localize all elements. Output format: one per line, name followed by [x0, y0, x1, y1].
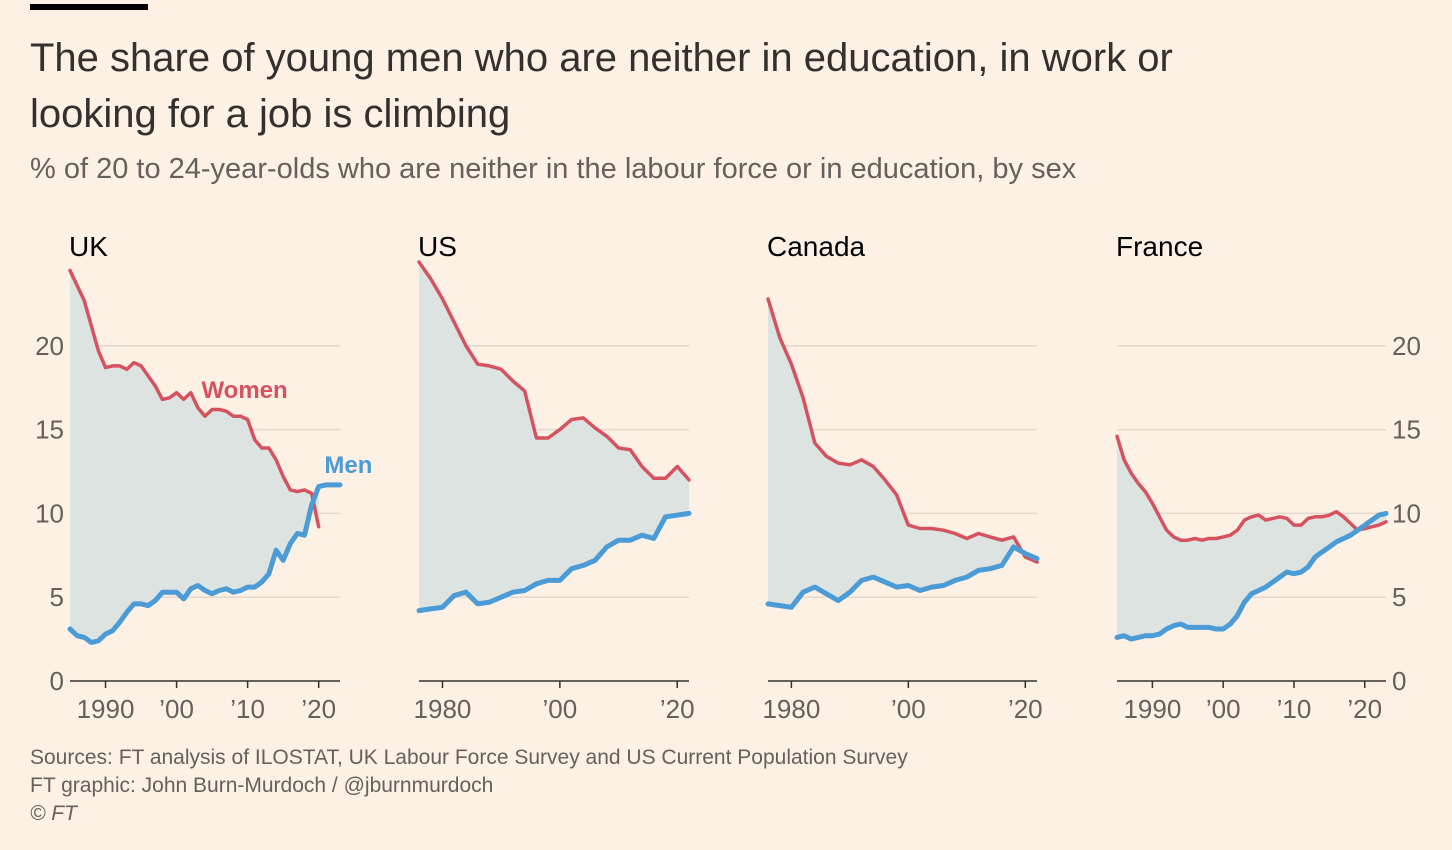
series-line-men-france — [1114, 510, 1389, 642]
x-tick-label-uk-1990: 1990 — [77, 694, 135, 724]
panel-title-uk: UK — [69, 231, 108, 262]
series-line-women-france — [1115, 434, 1388, 542]
copyright: © FT — [30, 802, 77, 825]
annotation-men: Men — [324, 452, 372, 479]
x-tick-label-france-1990: 1990 — [1123, 694, 1181, 724]
x-tick-label-us-2000: ’00 — [543, 694, 578, 724]
x-tick-label-canada-2000: ’00 — [891, 694, 926, 724]
y-tick-label-uk-0: 0 — [50, 666, 64, 696]
series-line-men-us — [416, 510, 692, 614]
chart-title: The share of young men who are neither i… — [30, 36, 1173, 136]
y-tick-label-france-15: 15 — [1392, 415, 1421, 445]
graphic-credit: FT graphic: John Burn-Murdoch / @jburnmu… — [30, 774, 494, 797]
annotation-women: Women — [201, 377, 287, 404]
series-line-men-canada — [765, 544, 1040, 610]
series-line-women-canada — [766, 297, 1039, 564]
x-tick-label-france-2000: ’00 — [1206, 694, 1241, 724]
x-tick-label-us-2020: ’20 — [660, 694, 695, 724]
x-tick-label-canada-1980: 1980 — [762, 694, 820, 724]
panel-title-canada: Canada — [767, 231, 866, 262]
x-tick-label-uk-2010: ’10 — [230, 694, 265, 724]
sources-note: Sources: FT analysis of ILOSTAT, UK Labo… — [30, 746, 908, 769]
chart-subtitle: % of 20 to 24-year-olds who are neither … — [30, 153, 1077, 185]
panel-title-france: France — [1116, 231, 1203, 262]
y-tick-label-france-5: 5 — [1392, 582, 1406, 612]
small-multiples-chart: UK 1990 ’00 ’10 ’20 0 5 10 15 20 Women Men US 1980 ’00… — [35, 231, 1421, 724]
footer: Sources: FT analysis of ILOSTAT, UK Labo… — [30, 744, 908, 828]
y-tick-label-uk-5: 5 — [50, 582, 64, 612]
gap-area-uk — [70, 270, 319, 643]
x-tick-label-france-2020: ’20 — [1347, 694, 1382, 724]
x-tick-label-us-1980: 1980 — [414, 694, 472, 724]
y-tick-label-france-0: 0 — [1392, 666, 1406, 696]
series-line-women-uk — [68, 268, 321, 529]
y-tick-label-france-10: 10 — [1392, 498, 1421, 528]
y-tick-label-france-20: 20 — [1392, 331, 1421, 361]
panel-title-us: US — [418, 231, 457, 262]
gap-area-us — [419, 262, 689, 611]
series-line-women-us — [417, 260, 691, 482]
x-tick-label-france-2010: ’10 — [1277, 694, 1312, 724]
y-tick-label-uk-15: 15 — [35, 415, 64, 445]
series-line-men-uk — [67, 482, 343, 645]
x-tick-label-uk-2020: ’20 — [301, 694, 336, 724]
x-tick-label-canada-2020: ’20 — [1008, 694, 1043, 724]
x-tick-label-uk-2000: ’00 — [159, 694, 194, 724]
y-tick-label-uk-20: 20 — [35, 331, 64, 361]
y-tick-label-uk-10: 10 — [35, 498, 64, 528]
gap-area-canada — [768, 298, 1037, 608]
gap-area-france — [1117, 436, 1386, 640]
top-rule — [30, 4, 148, 10]
